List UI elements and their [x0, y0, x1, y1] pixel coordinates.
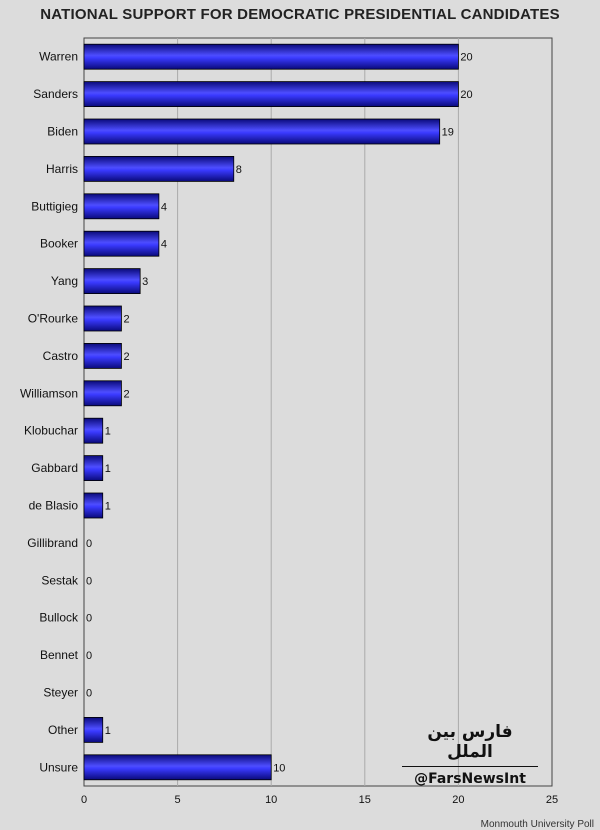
value-label: 2 — [123, 351, 129, 363]
chart-title: NATIONAL SUPPORT FOR DEMOCRATIC PRESIDEN… — [40, 6, 560, 23]
category-label: Castro — [43, 349, 79, 363]
value-label: 4 — [161, 201, 167, 213]
value-label: 20 — [460, 89, 472, 101]
value-label: 0 — [86, 688, 92, 700]
value-label: 1 — [105, 725, 111, 737]
value-label: 1 — [105, 463, 111, 475]
category-label: Klobuchar — [24, 424, 78, 438]
category-label: de Blasio — [29, 499, 79, 513]
x-tick-label: 5 — [175, 794, 181, 806]
value-label: 0 — [86, 538, 92, 550]
value-label: 2 — [123, 388, 129, 400]
value-label: 10 — [273, 762, 285, 774]
category-label: Steyer — [43, 686, 78, 700]
value-label: 0 — [86, 650, 92, 662]
bar-other — [83, 717, 104, 743]
x-tick-label: 20 — [452, 794, 464, 806]
value-label: 0 — [86, 575, 92, 587]
category-label: Booker — [40, 237, 78, 251]
bar-gabbard — [83, 455, 104, 482]
bar-booker — [83, 230, 160, 257]
watermark: فارس بین الملل @FarsNewsInt — [402, 722, 538, 787]
value-label: 3 — [142, 276, 148, 288]
category-label: Bennet — [40, 648, 79, 662]
value-label: 1 — [105, 426, 111, 438]
category-label: Yang — [51, 274, 78, 288]
bar-klobuchar — [83, 417, 104, 444]
category-label: Sanders — [33, 87, 78, 101]
category-label: Bullock — [39, 611, 79, 625]
plot-area — [83, 37, 553, 787]
bar-warren — [83, 43, 459, 70]
value-label: 0 — [86, 613, 92, 625]
value-label: 8 — [236, 164, 242, 176]
bar-biden — [83, 118, 441, 145]
bar-sanders — [83, 81, 459, 107]
source-note: Monmouth University Poll — [480, 819, 594, 830]
category-label: O'Rourke — [28, 312, 79, 326]
value-label: 2 — [123, 314, 129, 326]
bar-harris — [83, 155, 235, 182]
value-label: 4 — [161, 239, 167, 251]
category-label: Gabbard — [31, 461, 78, 475]
category-label: Gillibrand — [27, 536, 78, 550]
category-label: Other — [48, 723, 78, 737]
x-tick-label: 0 — [81, 794, 87, 806]
category-label: Warren — [39, 50, 78, 64]
value-label: 20 — [460, 52, 472, 64]
x-tick-label: 10 — [265, 794, 277, 806]
x-tick-label: 25 — [546, 794, 558, 806]
category-label: Buttigieg — [31, 199, 78, 213]
value-label: 19 — [442, 127, 454, 139]
category-label: Harris — [46, 162, 78, 176]
bar-yang — [83, 268, 141, 295]
category-label: Unsure — [39, 760, 78, 774]
x-tick-label: 15 — [359, 794, 371, 806]
value-label: 1 — [105, 501, 111, 513]
category-label: Williamson — [20, 386, 78, 400]
bar-de-blasio — [83, 492, 104, 519]
watermark-handle: @FarsNewsInt — [414, 771, 526, 787]
bar-williamson — [83, 380, 122, 407]
bar-castro — [83, 342, 122, 369]
bar-unsure — [83, 754, 272, 781]
category-label: Sestak — [41, 573, 79, 587]
category-label: Biden — [47, 125, 78, 139]
bar-o-rourke — [83, 305, 122, 332]
watermark-logo: فارس بین الملل — [402, 722, 538, 767]
bar-buttigieg — [83, 193, 160, 220]
